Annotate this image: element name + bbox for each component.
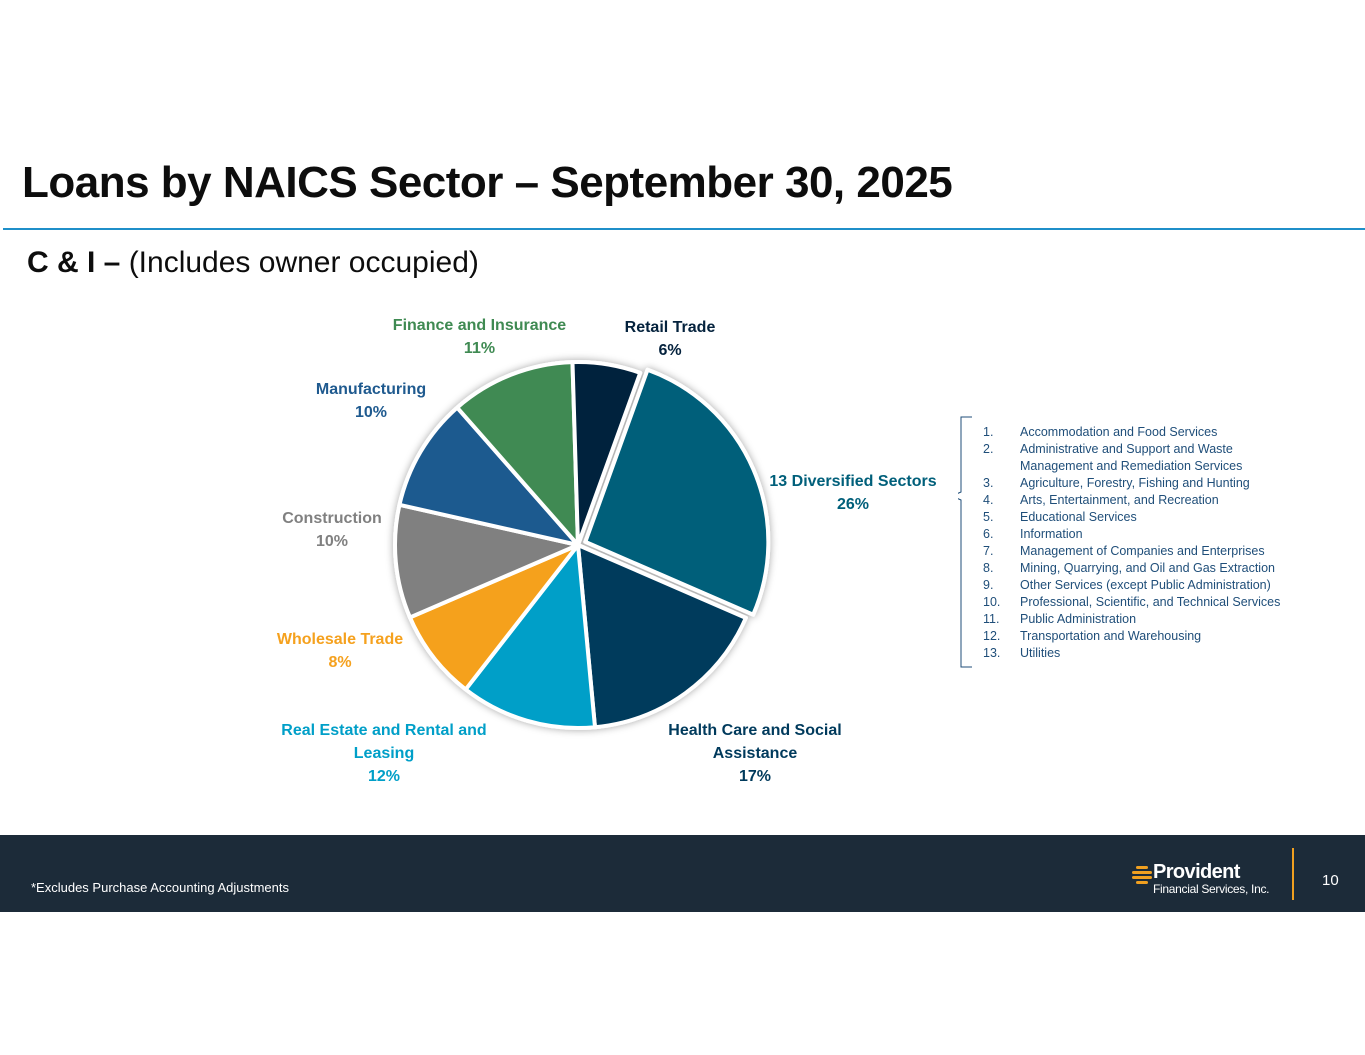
- label-health-pct: 17%: [738, 768, 772, 785]
- sector-list-item: 8. Mining, Quarrying, and Oil and Gas Ext…: [983, 560, 1323, 577]
- label-retail-name: Retail Trade: [624, 319, 716, 336]
- logo-subtitle: Financial Services, Inc.: [1153, 882, 1270, 896]
- sector-number: 3.: [983, 476, 994, 490]
- pie-slice-retail-trade: [570, 360, 643, 547]
- sector-list-item: 7. Management of Companies and Enterprise…: [983, 543, 1323, 560]
- label-realestate-name-1: Real Estate and Rental and: [281, 722, 487, 739]
- sector-number: 7.: [983, 544, 994, 558]
- subtitle-bold: C & I –: [27, 246, 121, 279]
- sector-list-item: 11. Public Administration: [983, 611, 1323, 628]
- label-finance-insurance: Finance and Insurance 11%: [382, 314, 577, 360]
- label-realestate-pct: 12%: [367, 768, 401, 785]
- label-construction: Construction 10%: [270, 507, 394, 553]
- sector-list-item: 3. Agriculture, Forestry, Fishing and Hun…: [983, 475, 1323, 492]
- sector-name: Mining, Quarrying, and Oil and Gas Extra…: [1020, 561, 1275, 575]
- sector-name: Administrative and Support and Waste: [1020, 442, 1233, 456]
- footnote: *Excludes Purchase Accounting Adjustment…: [31, 880, 289, 895]
- sector-name: Accommodation and Food Services: [1020, 425, 1218, 439]
- sector-number: 13.: [983, 646, 1001, 660]
- label-wholesale-pct: 8%: [328, 654, 352, 671]
- sector-name: Management and Remediation Services: [1020, 459, 1243, 473]
- pie-slice-manufacturing: [397, 405, 580, 547]
- sector-name: Utilities: [1020, 646, 1061, 660]
- label-finance-name: Finance and Insurance: [392, 317, 567, 334]
- subtitle-text: (Includes owner occupied): [120, 246, 479, 279]
- label-manufacturing-pct: 10%: [354, 404, 388, 421]
- sector-list-item: 12. Transportation and Warehousing: [983, 628, 1323, 645]
- label-finance-pct: 11%: [463, 340, 496, 357]
- sector-list-item: 5. Educational Services: [983, 509, 1323, 526]
- page-number: 10: [1322, 872, 1339, 889]
- label-health-name-2: Assistance: [712, 745, 798, 762]
- label-diversified-sectors: 13 Diversified Sectors 26%: [760, 470, 946, 516]
- label-diversified-name: 13 Diversified Sectors: [769, 473, 937, 490]
- footer-accent-divider: [1292, 848, 1294, 900]
- sector-number: 12.: [983, 629, 1001, 643]
- sector-number: 5.: [983, 510, 994, 524]
- sector-number: 4.: [983, 493, 994, 507]
- logo-name: Provident: [1153, 861, 1240, 883]
- pie-slice-construction: [393, 502, 580, 620]
- chart-subtitle: C & I – (Includes owner occupied): [27, 246, 479, 280]
- label-construction-pct: 10%: [315, 533, 349, 550]
- label-manufacturing-name: Manufacturing: [315, 381, 427, 398]
- provident-logo-icon: [1132, 866, 1152, 884]
- sector-name: Professional, Scientific, and Technical …: [1020, 595, 1281, 609]
- sector-list-item: 2. Administrative and Support and Waste: [983, 441, 1323, 458]
- label-wholesale-trade: Wholesale Trade 8%: [265, 628, 415, 674]
- label-real-estate: Real Estate and Rental and Leasing 12%: [270, 719, 498, 788]
- sector-name: Public Administration: [1020, 612, 1137, 626]
- sector-list-item: 4. Arts, Entertainment, and Recreation: [983, 492, 1323, 509]
- sector-list: 1. Accommodation and Food Services 2. Admin…: [983, 424, 1323, 662]
- sector-number: 1.: [983, 425, 994, 439]
- label-construction-name: Construction: [282, 510, 382, 527]
- sector-name: Information: [1020, 527, 1083, 541]
- footer-bar: *Excludes Purchase Accounting Adjustment…: [0, 835, 1365, 912]
- label-wholesale-name: Wholesale Trade: [276, 631, 404, 648]
- label-retail-pct: 6%: [658, 342, 682, 359]
- label-health-name-1: Health Care and Social: [668, 722, 842, 739]
- title-divider: [3, 228, 1365, 230]
- sector-number: 6.: [983, 527, 994, 541]
- sector-name: Management of Companies and Enterprises: [1020, 544, 1265, 558]
- sector-list-item: 6. Information: [983, 526, 1323, 543]
- sector-number: [983, 458, 1020, 475]
- sector-name: Other Services (except Public Administra…: [1020, 578, 1271, 592]
- label-realestate-name-2: Leasing: [353, 745, 415, 762]
- label-retail-trade: Retail Trade 6%: [615, 316, 725, 362]
- page-title: Loans by NAICS Sector – September 30, 20…: [22, 158, 953, 207]
- label-manufacturing: Manufacturing 10%: [306, 378, 436, 424]
- pie-slice-health-care-and-social-assistance: [576, 543, 748, 730]
- sector-list-item: 1. Accommodation and Food Services: [983, 424, 1323, 441]
- sector-name: Arts, Entertainment, and Recreation: [1020, 493, 1219, 507]
- label-diversified-pct: 26%: [836, 496, 870, 513]
- sector-name: Educational Services: [1020, 510, 1137, 524]
- pie-slice-13-diversified-sectors: [583, 367, 771, 617]
- bracket-icon: [958, 416, 972, 668]
- sector-name: Agriculture, Forestry, Fishing and Hunti…: [1020, 476, 1250, 490]
- sector-name: Transportation and Warehousing: [1020, 629, 1202, 643]
- sector-number: 10.: [983, 595, 1001, 609]
- sector-list-item: 13. Utilities: [983, 645, 1323, 662]
- sector-number: 11.: [983, 612, 1000, 626]
- pie-slice-real-estate-and-rental-and-leasing: [463, 543, 597, 730]
- sector-number: 2.: [983, 442, 994, 456]
- sector-list-item: 9. Other Services (except Public Administ…: [983, 577, 1323, 594]
- sector-list-item: 10. Professional, Scientific, and Technic…: [983, 594, 1323, 611]
- label-health-care: Health Care and Social Assistance 17%: [648, 719, 862, 788]
- sector-list-item: Management and Remediation Services: [983, 458, 1323, 475]
- sector-number: 9.: [983, 578, 994, 592]
- sector-number: 8.: [983, 561, 994, 575]
- pie-slice-finance-and-insurance: [455, 360, 580, 547]
